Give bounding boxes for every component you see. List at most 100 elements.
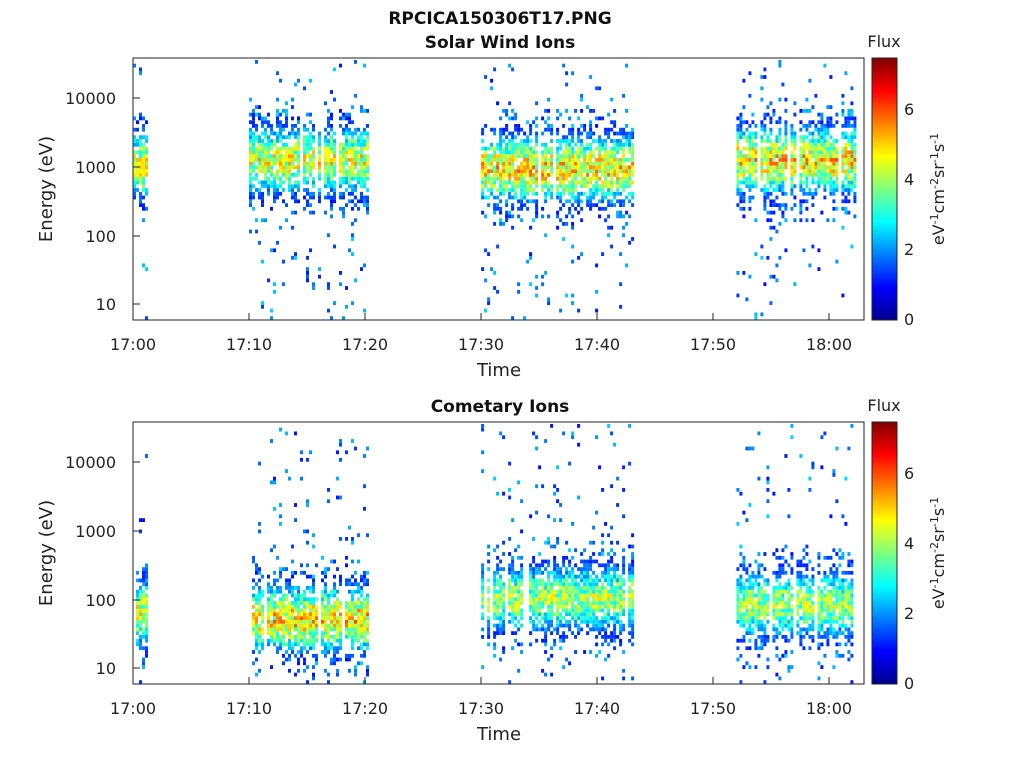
spectrogram-cell — [255, 146, 258, 151]
spectrogram-cell — [348, 191, 351, 196]
spectrogram-cell — [291, 188, 294, 192]
spectrogram-cell — [345, 203, 348, 207]
spectrogram-cell — [544, 180, 548, 185]
spectrogram-cell — [300, 450, 303, 455]
spectrogram-cell — [625, 180, 629, 185]
spectrogram-cell — [580, 199, 584, 204]
spectrogram-cell — [811, 203, 815, 207]
spectrogram-cell — [847, 199, 851, 204]
spectrogram-cell — [526, 169, 530, 174]
spectrogram-cell — [270, 124, 273, 128]
spectrogram-cell — [595, 203, 599, 207]
spectrogram-cell — [802, 150, 806, 155]
spectrogram-cell — [312, 150, 315, 155]
spectrogram-cell — [811, 195, 815, 200]
spectrogram-cell — [628, 589, 632, 594]
spectrogram-cell — [604, 161, 608, 166]
spectrogram-cell — [267, 146, 270, 151]
spectrogram-cell — [607, 173, 611, 177]
spectrogram-cell — [802, 555, 806, 560]
spectrogram-cell — [303, 195, 306, 200]
spectrogram-cell — [547, 297, 551, 302]
spectrogram-cell — [324, 589, 327, 594]
spectrogram-cell — [622, 514, 626, 519]
spectrogram-cell — [541, 597, 545, 602]
spectrogram-cell — [133, 135, 136, 140]
spectrogram-cell — [616, 169, 620, 174]
spectrogram-cell — [276, 109, 279, 113]
spectrogram-cell — [255, 112, 258, 117]
spectrogram-cell — [309, 604, 312, 609]
spectrogram-cell — [330, 635, 333, 639]
spectrogram-cell — [556, 582, 560, 587]
spectrogram-cell — [841, 225, 845, 230]
spectrogram-cell — [351, 601, 354, 605]
spectrogram-cell — [823, 139, 827, 143]
spectrogram-cell — [613, 180, 617, 185]
spectrogram-cell — [607, 563, 611, 568]
spectrogram-cell — [610, 127, 614, 132]
spectrogram-cell — [622, 570, 626, 575]
x-tick-label: 17:50 — [690, 335, 736, 354]
spectrogram-cell — [784, 544, 788, 549]
spectrogram-cell — [345, 578, 348, 583]
spectrogram-cell — [847, 635, 851, 639]
spectrogram-cell — [625, 173, 629, 177]
spectrogram-cell — [778, 567, 782, 571]
spectrogram-cell — [330, 142, 333, 147]
spectrogram-cell — [562, 635, 566, 639]
spectrogram-cell — [766, 582, 770, 587]
spectrogram-cell — [817, 612, 821, 617]
spectrogram-cell — [847, 173, 851, 177]
spectrogram-cell — [339, 439, 342, 443]
spectrogram-cell — [568, 188, 572, 192]
spectrogram-cell — [511, 567, 515, 571]
spectrogram-cell — [835, 154, 839, 158]
spectrogram-cell — [844, 635, 848, 639]
spectrogram-cell — [778, 146, 782, 151]
spectrogram-cell — [363, 642, 366, 647]
spectrogram-cell — [757, 597, 761, 602]
spectrogram-cell — [252, 165, 255, 170]
spectrogram-cell — [333, 559, 336, 564]
spectrogram-cell — [330, 158, 333, 162]
colorbar-tick-label: 0 — [904, 310, 914, 329]
spectrogram-cell — [357, 559, 360, 564]
spectrogram-cell — [535, 604, 539, 609]
spectrogram-cell — [487, 195, 491, 200]
spectrogram-cell — [363, 619, 366, 624]
spectrogram-cell — [757, 593, 761, 598]
spectrogram-cell — [586, 165, 590, 170]
spectrogram-cell — [547, 570, 551, 575]
spectrogram-cell — [345, 450, 348, 455]
spectrogram-cell — [601, 593, 605, 598]
spectrogram-cell — [330, 169, 333, 174]
spectrogram-cell — [267, 604, 270, 609]
spectrogram-cell — [529, 180, 533, 185]
spectrogram-cell — [330, 135, 333, 140]
spectrogram-cell — [547, 619, 551, 624]
spectrogram-cell — [333, 638, 336, 643]
spectrogram-cell — [303, 642, 306, 647]
spectrogram-cell — [276, 623, 279, 628]
spectrogram-cell — [306, 135, 309, 140]
spectrogram-cell — [529, 604, 533, 609]
spectrogram-cell — [360, 593, 363, 598]
spectrogram-cell — [754, 608, 758, 613]
spectrogram-cell — [145, 206, 148, 211]
x-ticks: 17:00 17:10 17:20 17:30 17:40 17:50 18:0… — [110, 313, 852, 354]
spectrogram-cell — [778, 586, 782, 590]
spectrogram-cell — [742, 635, 746, 639]
spectrogram-cell — [616, 188, 620, 192]
spectrogram-cell — [309, 154, 312, 158]
spectrogram-cell — [529, 514, 533, 519]
spectrogram-cell — [778, 173, 782, 177]
spectrogram-cell — [751, 180, 755, 185]
spectrogram-cell — [748, 446, 752, 451]
spectrogram-cell — [249, 169, 252, 174]
spectrogram-cell — [607, 559, 611, 564]
spectrogram-cell — [297, 657, 300, 662]
spectrogram-cell — [526, 199, 530, 204]
spectrogram-cell — [763, 601, 767, 605]
spectrogram-cell — [553, 638, 557, 643]
